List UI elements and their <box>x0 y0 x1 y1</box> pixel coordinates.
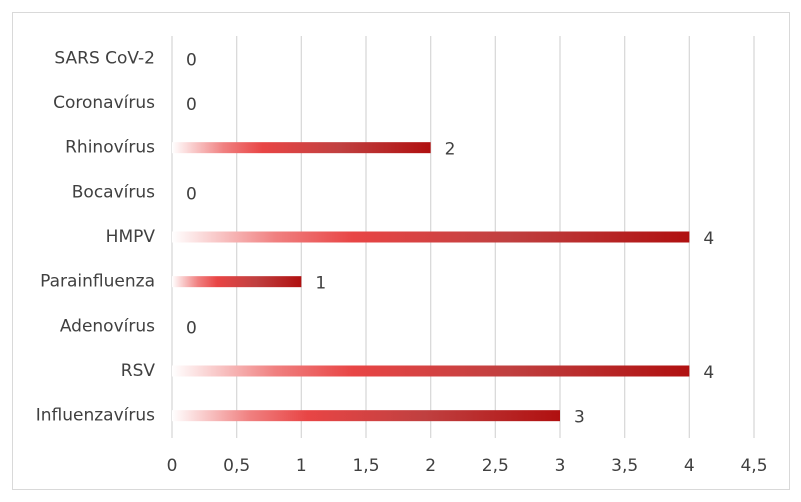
chart-border <box>12 12 790 490</box>
x-tick-label: 1,5 <box>352 456 379 476</box>
bar <box>172 365 690 377</box>
data-label: 0 <box>186 184 197 204</box>
y-tick-label: Bocavírus <box>72 182 155 202</box>
data-label: 4 <box>703 229 714 249</box>
x-tick-label: 2 <box>425 456 436 476</box>
data-label: 0 <box>186 50 197 70</box>
bar <box>172 142 431 154</box>
y-tick-label: Parainfluenza <box>40 272 155 292</box>
y-tick-label: HMPV <box>106 227 156 247</box>
x-tick-label: 2,5 <box>482 456 509 476</box>
y-tick-label: Influenzavírus <box>36 406 155 426</box>
x-tick-label: 3,5 <box>611 456 638 476</box>
bar <box>172 276 302 288</box>
data-label: 0 <box>186 318 197 338</box>
data-label: 0 <box>186 95 197 115</box>
bar <box>172 410 560 422</box>
x-tick-label: 1 <box>296 456 307 476</box>
y-tick-label: Coronavírus <box>53 93 155 113</box>
data-label: 3 <box>574 408 585 428</box>
x-tick-label: 0 <box>167 456 178 476</box>
x-tick-label: 3 <box>555 456 566 476</box>
bar <box>172 231 690 243</box>
x-tick-label: 4,5 <box>740 456 767 476</box>
x-tick-label: 0,5 <box>223 456 250 476</box>
data-label: 1 <box>315 274 326 294</box>
y-tick-label: RSV <box>121 361 156 381</box>
y-tick-label: Rhinovírus <box>65 138 155 158</box>
y-tick-label: SARS CoV-2 <box>54 48 155 68</box>
data-label: 2 <box>445 140 456 160</box>
data-label: 4 <box>703 363 714 383</box>
x-tick-label: 4 <box>684 456 695 476</box>
y-tick-label: Adenovírus <box>60 316 155 336</box>
